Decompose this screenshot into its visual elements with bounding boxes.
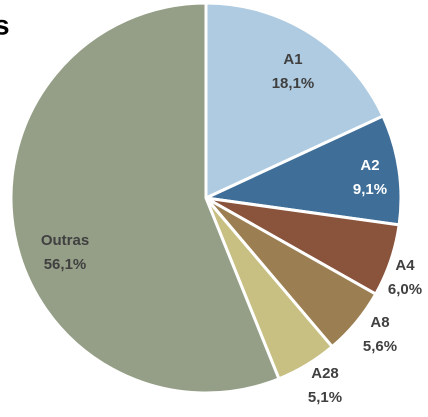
pie-slice <box>9 1 281 395</box>
slice-label: A28 <box>311 365 339 382</box>
value-label: 9,1% <box>353 181 387 198</box>
value-label: 18,1% <box>272 75 315 92</box>
slice-label: A2 <box>360 157 379 174</box>
value-label: 5,1% <box>308 389 342 406</box>
pie-slice <box>200 114 403 227</box>
value-label: 5,6% <box>363 338 397 355</box>
value-label: 56,1% <box>44 256 87 273</box>
slice-label: A8 <box>370 314 389 331</box>
slice-label: Outras <box>41 232 89 249</box>
pie-slice <box>204 1 385 201</box>
slice-label: A4 <box>395 257 415 274</box>
chart-title: s <box>0 9 10 40</box>
slice-label: A1 <box>283 51 302 68</box>
value-label: 6,0% <box>388 281 422 298</box>
